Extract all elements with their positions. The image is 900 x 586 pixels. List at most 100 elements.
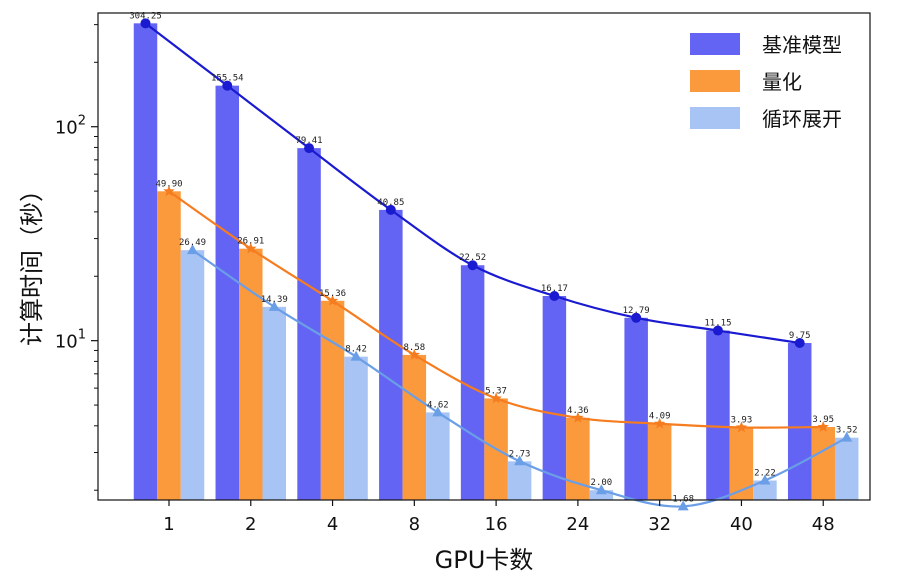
- data-label-1-40: 3.93: [731, 415, 753, 425]
- trend-lines-layer: [140, 18, 853, 511]
- x-tick-label: 16: [485, 514, 508, 535]
- bar-0-40: [706, 330, 730, 500]
- bar-2-8: [426, 412, 450, 500]
- data-label-2-48: 3.52: [836, 426, 858, 436]
- bar-1-40: [729, 427, 754, 500]
- marker-2-2: [268, 300, 280, 311]
- marker-1-8: [408, 348, 420, 360]
- data-label-1-24: 4.36: [567, 406, 589, 416]
- bar-0-4: [297, 148, 321, 500]
- x-tick-label: 1: [163, 514, 174, 535]
- marker-1-24: [572, 411, 584, 423]
- bar-1-2: [239, 248, 263, 500]
- data-label-2-24: 2.00: [591, 478, 613, 488]
- x-tick-label: 24: [566, 514, 589, 535]
- data-label-0-40: 11.15: [704, 319, 731, 329]
- data-label-1-1: 49.90: [155, 179, 182, 189]
- marker-2-40: [759, 474, 771, 485]
- marker-1-40: [735, 421, 748, 433]
- legend-label-0: 基准模型: [762, 33, 842, 57]
- data-label-2-2: 14.39: [261, 295, 288, 305]
- marker-0-1: [140, 18, 151, 29]
- bar-1-4: [320, 300, 345, 500]
- marker-1-32: [654, 417, 666, 429]
- data-label-0-16: 22.52: [459, 253, 486, 263]
- data-label-1-16: 5.37: [485, 386, 507, 396]
- marker-0-8: [385, 204, 396, 215]
- legend-swatch-0: [690, 33, 740, 55]
- bar-0-2: [215, 85, 240, 500]
- bar-0-8: [379, 209, 403, 501]
- data-label-0-2: 155.54: [211, 74, 244, 84]
- bar-1-48: [811, 426, 835, 500]
- marker-1-48: [817, 421, 829, 432]
- bar-0-48: [787, 343, 812, 500]
- marker-2-4: [350, 350, 362, 361]
- data-label-1-4: 15.36: [319, 289, 346, 299]
- y-tick-label: 102: [55, 114, 86, 139]
- data-label-2-8: 4.62: [427, 400, 449, 410]
- x-tick-label: 32: [648, 514, 671, 535]
- bar-1-24: [566, 417, 590, 500]
- bar-0-32: [624, 317, 648, 500]
- data-label-1-2: 26.91: [237, 237, 264, 247]
- marker-0-32: [631, 312, 642, 323]
- data-label-0-1: 304.25: [129, 11, 162, 21]
- bar-2-48: [834, 437, 859, 500]
- legend-label-1: 量化: [762, 70, 802, 94]
- data-label-0-24: 16.17: [541, 284, 568, 294]
- bar-0-16: [460, 265, 485, 500]
- bar-0-24: [542, 296, 567, 500]
- marker-0-16: [467, 260, 478, 271]
- data-label-1-8: 8.58: [403, 343, 425, 353]
- data-label-0-48: 9.75: [789, 331, 811, 341]
- data-label-0-8: 40.85: [377, 198, 404, 208]
- marker-2-16: [514, 455, 526, 466]
- x-tick-label: 4: [327, 514, 338, 535]
- data-label-2-16: 2.73: [509, 449, 531, 459]
- legend-label-2: 循环展开: [762, 107, 842, 131]
- bar-2-2: [262, 306, 287, 500]
- data-label-0-4: 79.41: [296, 136, 323, 146]
- marker-1-4: [326, 294, 339, 306]
- marker-0-2: [222, 80, 233, 91]
- marker-2-32: [677, 500, 689, 511]
- legend-swatch-2: [690, 107, 740, 129]
- bar-1-8: [402, 354, 427, 500]
- marker-1-16: [490, 392, 502, 404]
- data-label-1-32: 4.09: [649, 412, 671, 422]
- y-tick-label: 101: [55, 328, 86, 353]
- data-label-2-4: 8.42: [345, 345, 367, 355]
- bars-layer: [133, 23, 859, 501]
- marker-0-48: [794, 338, 805, 349]
- x-tick-label: 48: [812, 514, 835, 535]
- data-label-1-48: 3.95: [812, 415, 834, 425]
- marker-1-1: [163, 185, 175, 197]
- marker-1-2: [245, 242, 257, 254]
- marker-2-1: [187, 244, 198, 255]
- x-tick-label: 40: [730, 514, 753, 535]
- y-axis-title: 计算时间（秒）: [18, 178, 46, 346]
- marker-2-24: [595, 484, 607, 495]
- x-tick-label: 8: [409, 514, 420, 535]
- data-labels-layer: 304.25 155.54 79.41 40.85 22.52 16.17 12.79 11.…: [129, 11, 857, 504]
- marker-2-8: [432, 406, 444, 417]
- data-label-0-32: 12.79: [623, 306, 650, 316]
- legend-swatch-1: [690, 70, 740, 92]
- bar-2-4: [344, 356, 368, 500]
- x-axis-title: GPU卡数: [435, 546, 534, 574]
- bar-2-24: [589, 490, 614, 500]
- x-tick-label: 2: [245, 514, 256, 535]
- bar-1-32: [647, 423, 672, 500]
- plot-frame: [97, 12, 871, 501]
- marker-0-4: [304, 143, 315, 154]
- bar-1-1: [157, 191, 181, 501]
- data-label-2-1: 26.49: [179, 238, 206, 248]
- bar-2-1: [180, 250, 205, 500]
- bar-2-16: [507, 461, 532, 500]
- marker-0-24: [549, 291, 560, 302]
- marker-0-40: [712, 325, 723, 336]
